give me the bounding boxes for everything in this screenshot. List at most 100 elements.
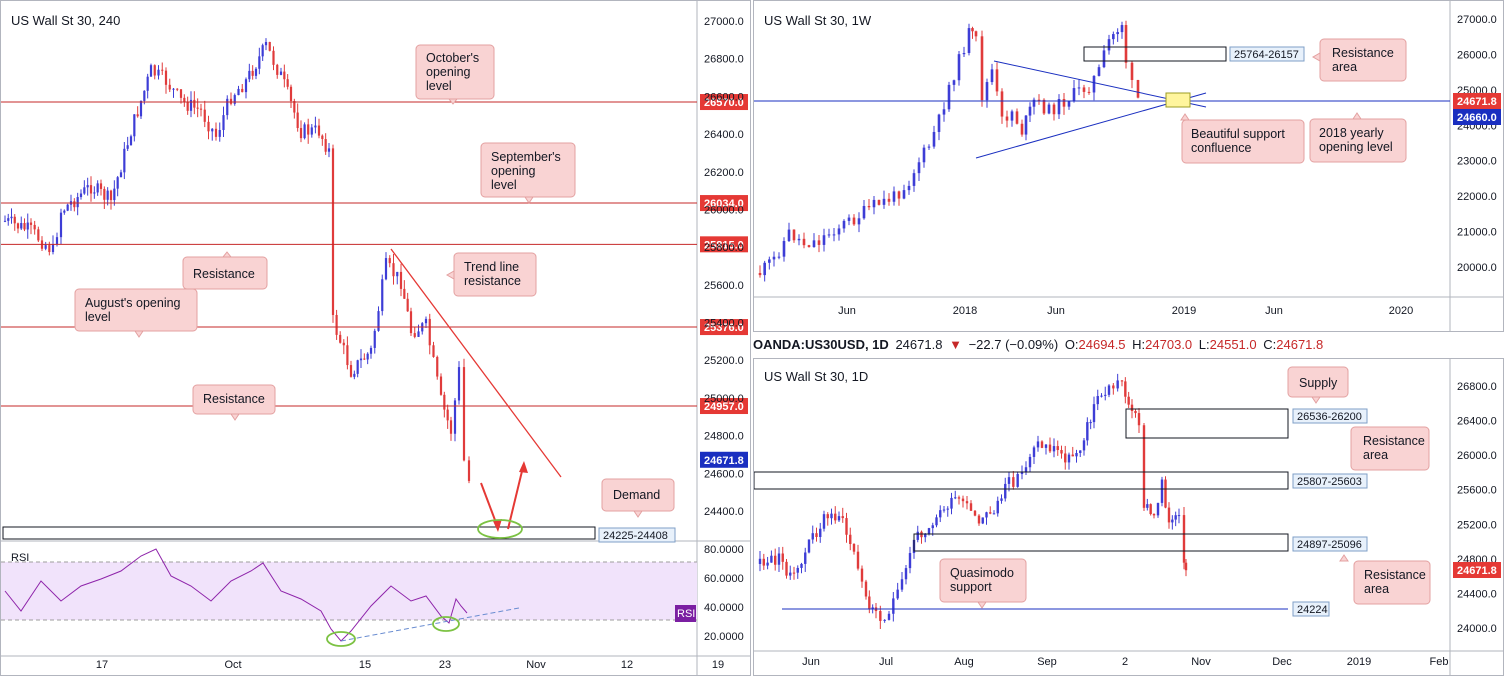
rsi-ellipse-1 <box>326 631 356 647</box>
h4-candle <box>424 318 428 324</box>
daily-candle <box>1089 422 1092 424</box>
weekly-candle <box>1130 62 1134 80</box>
h4-candle <box>13 216 16 224</box>
svg-text:Resistance: Resistance <box>1332 46 1394 60</box>
h4-x-tick: 17 <box>96 659 108 671</box>
h4-y-tick: 25800.0 <box>704 242 744 254</box>
weekly-candle <box>1024 115 1028 135</box>
h4-candle <box>237 88 240 96</box>
h4-candle <box>241 88 244 93</box>
daily-candle <box>868 596 871 610</box>
chart-weekly-svg[interactable]: Resistance area Beautiful support conflu… <box>754 1 1504 332</box>
weekly-candle <box>797 238 801 241</box>
weekly-candle <box>995 69 999 92</box>
svg-text:24225-24408: 24225-24408 <box>603 530 668 542</box>
h4-candle <box>26 222 29 230</box>
h4-y-tick: 24400.0 <box>704 506 744 518</box>
chart-panel-weekly[interactable]: Resistance area Beautiful support conflu… <box>753 0 1504 332</box>
daily-candle <box>1079 450 1082 453</box>
h4-candle <box>136 114 139 117</box>
h4-candle <box>109 190 113 201</box>
daily-candle <box>785 561 788 576</box>
svg-text:area: area <box>1363 448 1388 462</box>
h4-candle <box>356 360 359 374</box>
arrow-up <box>507 466 524 530</box>
daily-y-axis[interactable]: 26800.026400.026000.025600.025200.024800… <box>1457 381 1497 635</box>
h4-candle <box>369 347 373 354</box>
chart-4h-svg[interactable]: 26570.0 26034.0 25815.0 25376.0 24957.0 24671… <box>1 1 751 676</box>
daily-y-tick: 25200.0 <box>1457 519 1497 531</box>
daily-candle <box>1142 425 1146 508</box>
h4-candle <box>299 128 303 139</box>
weekly-candle <box>922 147 926 163</box>
weekly-x-axis[interactable]: Jun 2018 Jun 2019 Jun 2020 <box>838 305 1413 317</box>
h4-candle <box>417 331 420 337</box>
h4-candle <box>20 223 23 229</box>
weekly-y-axis[interactable]: 27000.026000.025000.024000.023000.022000… <box>1457 14 1497 274</box>
weekly-candle <box>792 229 796 241</box>
svg-text:August's opening: August's opening <box>85 296 181 310</box>
h4-y-tick: 26200.0 <box>704 167 744 179</box>
h4-level-value: 25376.0 <box>704 322 744 334</box>
weekly-candle <box>967 28 971 54</box>
weekly-candle <box>990 69 994 83</box>
weekly-candle <box>827 234 831 236</box>
demand-zone <box>2 526 596 540</box>
h4-candle <box>453 400 457 434</box>
svg-text:Quasimodo: Quasimodo <box>950 566 1014 580</box>
down-triangle-icon: ▼ <box>949 337 962 352</box>
daily-x-tick: 2 <box>1122 656 1128 668</box>
svg-text:opening: opening <box>426 65 471 79</box>
daily-candle <box>1064 453 1067 463</box>
h4-candle <box>29 222 33 225</box>
h4-level-badge <box>700 236 748 253</box>
daily-candle <box>939 510 942 518</box>
h4-candle <box>168 84 171 90</box>
daily-candle <box>1004 483 1007 499</box>
svg-text:25764-26157: 25764-26157 <box>1234 49 1299 61</box>
h4-candle <box>462 367 466 461</box>
svg-text:25807-25603: 25807-25603 <box>1297 476 1362 488</box>
daily-candle <box>908 553 912 569</box>
daily-candle <box>1149 504 1152 515</box>
weekly-candle <box>947 84 951 110</box>
weekly-candle <box>897 191 901 199</box>
chart-panel-4h[interactable]: 26570.0 26034.0 25815.0 25376.0 24957.0 24671… <box>0 0 751 676</box>
daily-candle <box>961 498 965 502</box>
h4-y-axis[interactable]: 27000.0 26800.0 26600.0 26400.0 26200.0 26000… <box>704 16 744 518</box>
h4-candle <box>44 245 47 249</box>
h4-candle <box>303 124 306 139</box>
weekly-candle <box>1116 32 1119 35</box>
daily-candle <box>1000 498 1003 501</box>
weekly-candle <box>1000 91 1004 117</box>
h4-level-value: 26570.0 <box>704 97 744 109</box>
chart-panel-daily[interactable]: Supply Resistance area Quasimodo support… <box>753 358 1504 676</box>
weekly-candle <box>971 28 974 32</box>
daily-candle <box>1120 380 1124 382</box>
h4-candle <box>161 69 164 71</box>
h4-x-axis[interactable]: 17 Oct 15 23 Nov 12 19 <box>96 659 724 671</box>
daily-candle <box>841 516 844 519</box>
chart-title-4h: US Wall St 30, 240 <box>11 13 120 28</box>
weekly-level-value: 24671.8 <box>1457 96 1497 108</box>
h4-level-value: 24957.0 <box>704 401 744 413</box>
chart-daily-svg[interactable]: Supply Resistance area Quasimodo support… <box>754 359 1504 676</box>
h4-candle <box>293 101 296 113</box>
h4-candle <box>10 216 13 219</box>
weekly-candle <box>1136 79 1140 98</box>
h4-candle <box>116 177 119 189</box>
h4-candle <box>218 130 221 137</box>
rsi-trendline <box>340 607 520 642</box>
daily-candle <box>1060 449 1063 454</box>
ohlc-change: −22.7 (−0.09%) <box>968 337 1059 352</box>
weekly-candle <box>1077 87 1081 89</box>
daily-candle <box>1127 396 1130 405</box>
h4-y-tick: 26600.0 <box>704 91 744 103</box>
weekly-candle <box>1082 87 1086 92</box>
daily-x-axis[interactable]: Jun Jul Aug Sep 2 Nov Dec 2019 Feb <box>802 656 1448 668</box>
chart-title-weekly: US Wall St 30, 1W <box>764 13 872 28</box>
svg-text:September's: September's <box>491 150 561 164</box>
daily-candle <box>762 558 765 566</box>
rsi-y-axis[interactable]: 80.0000 60.0000 40.0000 20.0000 <box>704 544 744 643</box>
weekly-candle <box>902 190 906 199</box>
